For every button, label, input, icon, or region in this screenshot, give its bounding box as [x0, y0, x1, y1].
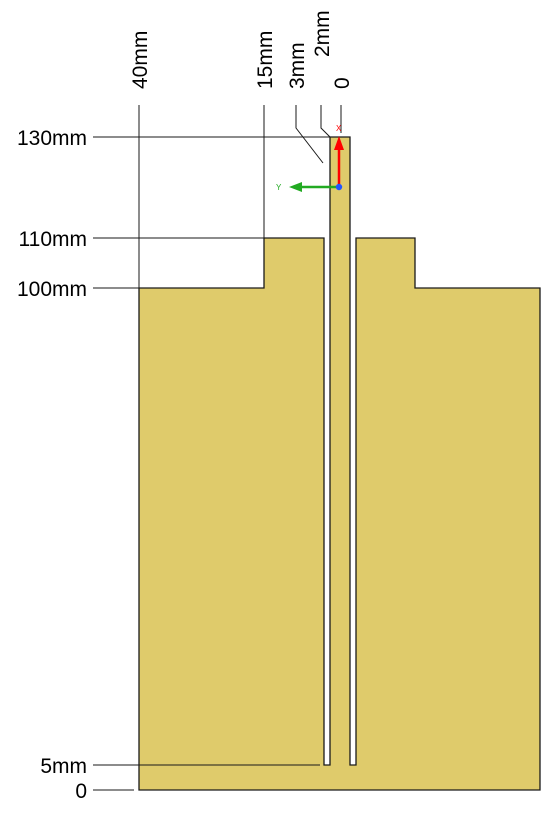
vertical-extension-lines — [138, 105, 342, 288]
horizontal-extension-lines — [93, 136, 330, 791]
x-axis-label: X — [336, 124, 342, 133]
dim-label-zero-horizontal: 0 — [331, 77, 354, 89]
dim-label-zero-vertical: 0 — [75, 780, 87, 803]
y-axis-label: Y — [276, 183, 282, 192]
part-body — [138, 136, 541, 791]
y-axis-arrowhead — [289, 182, 302, 192]
dim-label-3mm: 3mm — [286, 42, 309, 89]
dim-label-110mm: 110mm — [19, 228, 87, 251]
origin-point — [335, 183, 343, 191]
dim-label-2mm: 2mm — [311, 10, 334, 57]
dim-label-15mm: 15mm — [254, 31, 277, 89]
dim-label-5mm: 5mm — [40, 755, 87, 778]
dim-label-130mm: 130mm — [17, 127, 87, 150]
dim-label-40mm: 40mm — [129, 31, 152, 89]
dim-label-100mm: 100mm — [17, 278, 87, 301]
x-axis-arrowhead — [334, 136, 344, 150]
coordinate-triad: Y X — [276, 124, 344, 192]
